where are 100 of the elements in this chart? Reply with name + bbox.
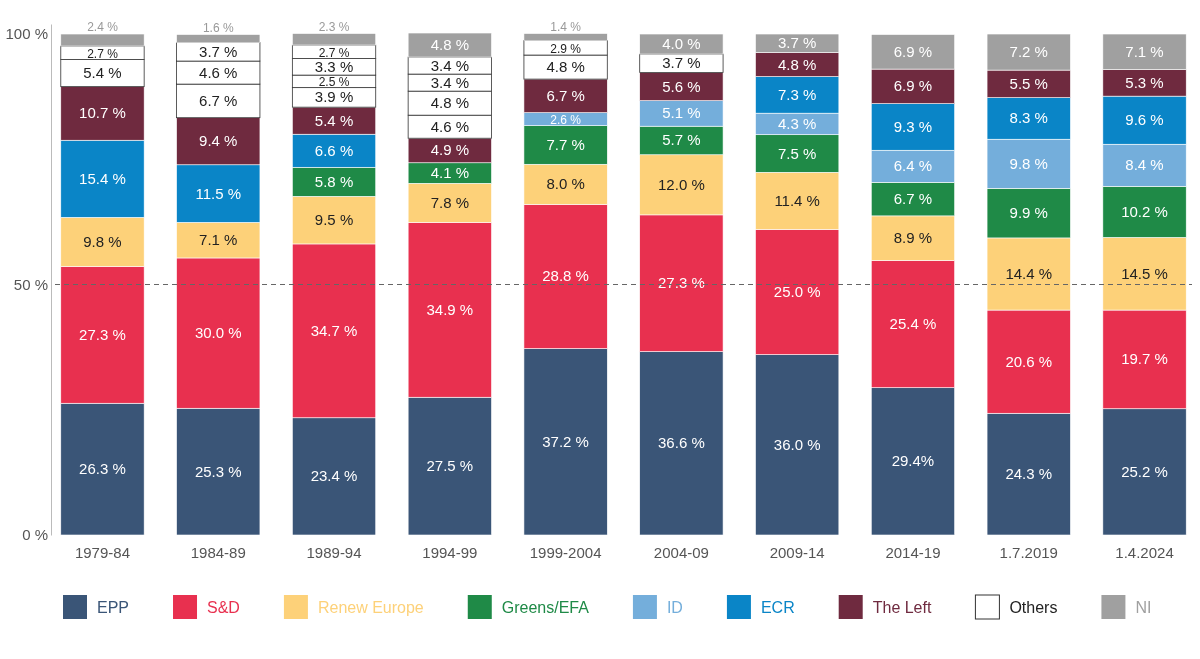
legend-label: NI xyxy=(1135,599,1152,616)
legend-label: ID xyxy=(666,599,683,616)
data-label: 14.5 % xyxy=(1121,264,1168,282)
data-label: 9.8 % xyxy=(1009,154,1048,172)
data-label: 10.2 % xyxy=(1121,202,1168,220)
x-tick-label: 1984-89 xyxy=(190,543,246,561)
data-label: 4.8 % xyxy=(430,36,469,54)
data-label: 9.9 % xyxy=(1009,204,1048,222)
data-label: 11.5 % xyxy=(195,184,242,202)
data-label: 5.3 % xyxy=(1125,73,1164,91)
data-label: 25.2 % xyxy=(1121,462,1168,480)
data-label: 5.4 % xyxy=(314,111,354,129)
data-label: 8.4 % xyxy=(1125,156,1164,174)
data-label: 10.7 % xyxy=(79,104,126,122)
data-label: 7.1 % xyxy=(1125,42,1164,60)
data-label: 24.3 % xyxy=(1005,465,1053,483)
y-tick-label: 50 % xyxy=(13,275,48,293)
data-label: 3.3 % xyxy=(314,57,354,75)
legend-label: Greens/EFA xyxy=(501,599,590,616)
data-label: 9.8 % xyxy=(83,232,122,250)
data-label: 6.4 % xyxy=(893,157,933,175)
data-label: 2.6 % xyxy=(550,113,582,128)
data-label: 9.4 % xyxy=(199,132,238,150)
data-label: 2.7 % xyxy=(318,45,350,60)
data-label: 2.5 % xyxy=(318,75,350,90)
x-tick-label: 2009-14 xyxy=(769,543,825,561)
data-label: 1.6 % xyxy=(202,20,234,35)
data-label: 5.8 % xyxy=(314,172,354,190)
data-label: 6.9 % xyxy=(893,42,933,60)
data-label: 28.8 % xyxy=(542,267,589,285)
data-label: 3.9 % xyxy=(314,88,354,106)
data-label: 3.7 % xyxy=(778,34,817,52)
data-label: 36.0 % xyxy=(773,435,821,453)
x-tick-label: 1979-84 xyxy=(74,543,130,561)
x-tick-label: 1994-99 xyxy=(422,543,478,561)
data-label: 7.2 % xyxy=(1009,43,1048,61)
data-label: 20.6 % xyxy=(1005,352,1053,370)
data-label: 5.4 % xyxy=(83,64,122,82)
data-label: 4.0 % xyxy=(662,35,701,53)
data-label: 7.3 % xyxy=(778,85,817,103)
x-tick-label: 1989-94 xyxy=(306,543,362,561)
data-label: 4.6 % xyxy=(430,117,469,135)
data-label: 4.3 % xyxy=(778,114,817,132)
legend-label: Renew Europe xyxy=(317,599,424,616)
legend-label: S&D xyxy=(207,599,240,616)
data-label: 8.3 % xyxy=(1009,109,1048,127)
data-label: 4.8 % xyxy=(778,55,817,73)
data-label: 34.7 % xyxy=(310,321,358,339)
data-label: 8.0 % xyxy=(546,175,585,193)
data-label: 3.4 % xyxy=(430,56,469,74)
data-label: 3.4 % xyxy=(430,73,469,91)
data-label: 2.9 % xyxy=(550,41,582,56)
data-label: 1.4 % xyxy=(550,19,582,34)
data-label: 11.4 % xyxy=(774,191,820,209)
data-label: 4.1 % xyxy=(430,164,469,182)
legend-label: EPP xyxy=(97,599,130,616)
data-label: 30.0 % xyxy=(194,324,242,342)
data-label: 3.7 % xyxy=(662,54,701,72)
data-label: 7.5 % xyxy=(778,144,817,162)
data-label: 14.4 % xyxy=(1005,264,1053,282)
data-label: 37.2 % xyxy=(542,432,589,450)
data-label: 15.4 % xyxy=(79,169,126,187)
data-label: 27.3 % xyxy=(79,325,126,343)
data-label: 25.3 % xyxy=(194,462,242,480)
data-label: 7.1 % xyxy=(199,231,238,249)
data-label: 4.8 % xyxy=(546,58,585,76)
x-tick-label: 2014-19 xyxy=(885,543,941,561)
data-label: 26.3 % xyxy=(79,460,126,478)
data-label: 34.9 % xyxy=(426,300,474,318)
data-label: 8.9 % xyxy=(893,229,933,247)
data-label: 6.6 % xyxy=(314,141,354,159)
legend-label: Others xyxy=(1009,599,1058,616)
x-tick-label: 1.7.2019 xyxy=(999,543,1058,561)
data-label: 4.9 % xyxy=(430,141,469,159)
y-tick-label: 0 % xyxy=(22,526,48,544)
x-tick-label: 1999-2004 xyxy=(529,543,602,561)
data-label: 6.7 % xyxy=(893,190,933,208)
legend-label: ECR xyxy=(760,599,795,616)
data-label: 25.0 % xyxy=(773,283,821,301)
data-label: 2.3 % xyxy=(318,19,350,34)
data-label: 36.6 % xyxy=(658,434,705,452)
data-label: 7.7 % xyxy=(546,135,585,153)
data-label: 7.8 % xyxy=(430,193,469,211)
data-label: 25.4 % xyxy=(889,315,937,333)
data-label: 12.0 % xyxy=(658,175,705,193)
data-label: 9.5 % xyxy=(314,211,354,229)
data-label: 2.4 % xyxy=(87,20,119,35)
data-label: 5.5 % xyxy=(1009,74,1048,92)
data-label: 4.8 % xyxy=(430,94,469,112)
data-label: 9.3 % xyxy=(893,117,933,135)
y-tick-label: 100 % xyxy=(5,25,48,43)
data-label: 5.1 % xyxy=(662,104,701,122)
data-label: 5.6 % xyxy=(662,77,701,95)
data-label: 2.7 % xyxy=(87,46,119,61)
data-label: 29.4% xyxy=(891,452,935,470)
data-label: 23.4 % xyxy=(310,467,358,485)
data-label: 6.7 % xyxy=(546,86,585,104)
data-label: 3.7 % xyxy=(199,42,238,60)
x-tick-label: 2004-09 xyxy=(653,543,709,561)
data-label: 4.6 % xyxy=(199,63,238,81)
